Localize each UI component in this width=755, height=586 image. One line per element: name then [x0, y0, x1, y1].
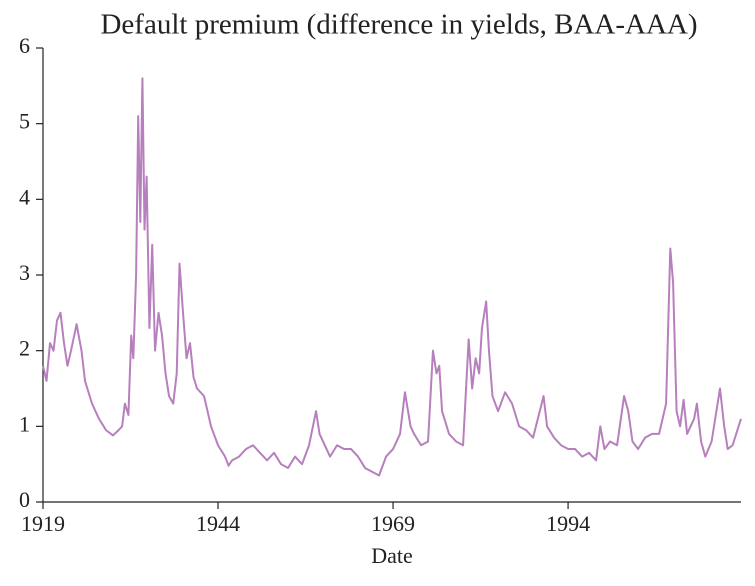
x-tick-label: 1969	[371, 511, 415, 536]
x-tick-label: 1944	[196, 511, 240, 536]
y-tick-label: 1	[19, 411, 30, 436]
x-axis-label: Date	[371, 543, 413, 568]
x-tick-label: 1919	[21, 511, 65, 536]
y-tick-label: 3	[19, 260, 30, 285]
data-line	[42, 77, 742, 477]
chart-title: Default premium (difference in yields, B…	[100, 9, 697, 41]
y-tick-label: 6	[19, 33, 30, 58]
y-tick-label: 4	[19, 184, 30, 209]
y-tick-label: 0	[19, 487, 30, 512]
y-tick-label: 5	[19, 109, 30, 134]
y-tick-label: 2	[19, 336, 30, 361]
x-tick-label: 1994	[546, 511, 590, 536]
